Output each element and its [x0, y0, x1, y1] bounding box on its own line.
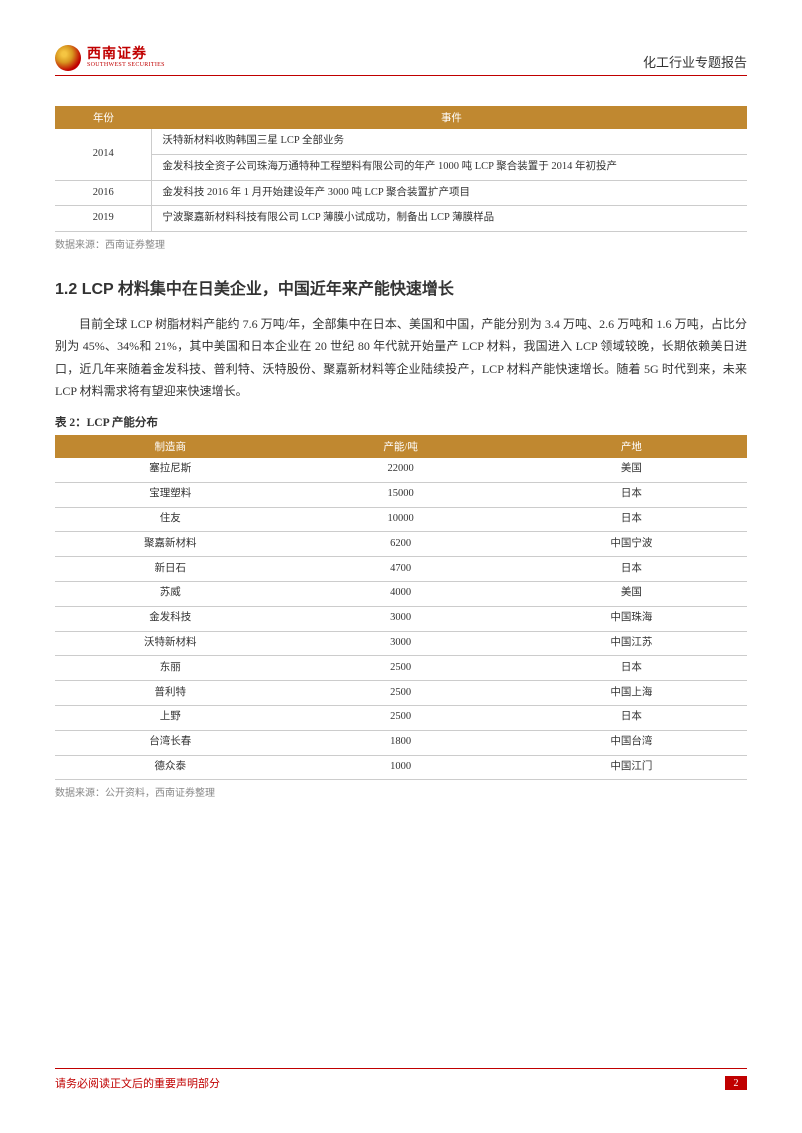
t1-event: 沃特新材料收购韩国三星 LCP 全部业务 — [152, 129, 747, 154]
logo-text-en: SOUTHWEST SECURITIES — [87, 62, 165, 68]
table-row: 2016 金发科技 2016 年 1 月开始建设年产 3000 吨 LCP 聚合… — [55, 180, 747, 206]
table-2-source: 数据来源：公开资料，西南证券整理 — [55, 784, 747, 799]
table-cell: 新日石 — [55, 557, 285, 582]
table-cell: 日本 — [516, 557, 747, 582]
table-cell: 普利特 — [55, 681, 285, 706]
logo-text: 西南证券 SOUTHWEST SECURITIES — [87, 48, 165, 68]
table-cell: 住友 — [55, 507, 285, 532]
logo-text-cn: 西南证券 — [87, 48, 165, 62]
table-cell: 3000 — [285, 631, 515, 656]
table-row: 苏威4000美国 — [55, 581, 747, 606]
footer-disclaimer: 请务必阅读正文后的重要声明部分 — [55, 1075, 220, 1091]
table-cell: 沃特新材料 — [55, 631, 285, 656]
table-cell: 东丽 — [55, 656, 285, 681]
table-cell: 中国江门 — [516, 755, 747, 780]
table-1-wrap: 年份 事件 2014 沃特新材料收购韩国三星 LCP 全部业务 金发科技全资子公… — [55, 106, 747, 232]
logo-block: 西南证券 SOUTHWEST SECURITIES — [55, 45, 165, 71]
table-cell: 中国珠海 — [516, 606, 747, 631]
table-cell: 1000 — [285, 755, 515, 780]
table-cell: 日本 — [516, 507, 747, 532]
section-heading: 1.2 LCP 材料集中在日美企业，中国近年来产能快速增长 — [55, 275, 747, 299]
report-title: 化工行业专题报告 — [643, 52, 747, 71]
table-cell: 1800 — [285, 730, 515, 755]
t1-header-year: 年份 — [55, 106, 152, 129]
table-row: 普利特2500中国上海 — [55, 681, 747, 706]
t2-header-capacity: 产能/吨 — [285, 435, 515, 458]
table-cell: 4700 — [285, 557, 515, 582]
table-cell: 日本 — [516, 482, 747, 507]
table-row: 住友10000日本 — [55, 507, 747, 532]
table-row: 上野2500日本 — [55, 705, 747, 730]
table-2: 制造商 产能/吨 产地 塞拉尼斯22000美国宝理塑料15000日本住友1000… — [55, 435, 747, 780]
table-cell: 塞拉尼斯 — [55, 458, 285, 482]
table-cell: 2500 — [285, 656, 515, 681]
table-cell: 10000 — [285, 507, 515, 532]
table-cell: 台湾长春 — [55, 730, 285, 755]
table-cell: 德众泰 — [55, 755, 285, 780]
table-cell: 金发科技 — [55, 606, 285, 631]
table-cell: 15000 — [285, 482, 515, 507]
table-row: 2019 宁波聚嘉新材料科技有限公司 LCP 薄膜小试成功，制备出 LCP 薄膜… — [55, 206, 747, 232]
table-cell: 美国 — [516, 581, 747, 606]
t1-year: 2014 — [55, 129, 152, 180]
table-row: 2014 沃特新材料收购韩国三星 LCP 全部业务 — [55, 129, 747, 154]
t1-header-event: 事件 — [152, 106, 747, 129]
table-row: 新日石4700日本 — [55, 557, 747, 582]
table-cell: 宝理塑料 — [55, 482, 285, 507]
table-cell: 4000 — [285, 581, 515, 606]
t1-event: 宁波聚嘉新材料科技有限公司 LCP 薄膜小试成功，制备出 LCP 薄膜样品 — [152, 206, 747, 232]
page-header: 西南证券 SOUTHWEST SECURITIES 化工行业专题报告 — [55, 45, 747, 76]
table-cell: 中国宁波 — [516, 532, 747, 557]
table-cell: 6200 — [285, 532, 515, 557]
table-1: 年份 事件 2014 沃特新材料收购韩国三星 LCP 全部业务 金发科技全资子公… — [55, 106, 747, 232]
table-cell: 中国台湾 — [516, 730, 747, 755]
table-cell: 苏威 — [55, 581, 285, 606]
table-row: 塞拉尼斯22000美国 — [55, 458, 747, 482]
t2-header-maker: 制造商 — [55, 435, 285, 458]
table-cell: 美国 — [516, 458, 747, 482]
table-cell: 日本 — [516, 705, 747, 730]
table-cell: 聚嘉新材料 — [55, 532, 285, 557]
table-row: 金发科技3000中国珠海 — [55, 606, 747, 631]
table-cell: 中国上海 — [516, 681, 747, 706]
table-row: 德众泰1000中国江门 — [55, 755, 747, 780]
table-cell: 日本 — [516, 656, 747, 681]
table-row: 东丽2500日本 — [55, 656, 747, 681]
page-footer: 请务必阅读正文后的重要声明部分 2 — [55, 1068, 747, 1091]
t1-year: 2016 — [55, 180, 152, 206]
page-number: 2 — [725, 1076, 747, 1090]
section-paragraph: 目前全球 LCP 树脂材料产能约 7.6 万吨/年，全部集中在日本、美国和中国，… — [55, 313, 747, 402]
table-cell: 2500 — [285, 705, 515, 730]
table-row: 聚嘉新材料6200中国宁波 — [55, 532, 747, 557]
table-cell: 22000 — [285, 458, 515, 482]
t1-event: 金发科技 2016 年 1 月开始建设年产 3000 吨 LCP 聚合装置扩产项… — [152, 180, 747, 206]
logo-icon — [55, 45, 81, 71]
table-row: 金发科技全资子公司珠海万通特种工程塑料有限公司的年产 1000 吨 LCP 聚合… — [55, 154, 747, 180]
table-row: 沃特新材料3000中国江苏 — [55, 631, 747, 656]
table-1-source: 数据来源：西南证券整理 — [55, 236, 747, 251]
t1-event: 金发科技全资子公司珠海万通特种工程塑料有限公司的年产 1000 吨 LCP 聚合… — [152, 154, 747, 180]
table-2-title: 表 2：LCP 产能分布 — [55, 414, 747, 430]
table-row: 台湾长春1800中国台湾 — [55, 730, 747, 755]
table-cell: 中国江苏 — [516, 631, 747, 656]
table-cell: 3000 — [285, 606, 515, 631]
table-2-wrap: 制造商 产能/吨 产地 塞拉尼斯22000美国宝理塑料15000日本住友1000… — [55, 435, 747, 780]
table-cell: 2500 — [285, 681, 515, 706]
table-row: 宝理塑料15000日本 — [55, 482, 747, 507]
table-cell: 上野 — [55, 705, 285, 730]
t2-header-origin: 产地 — [516, 435, 747, 458]
t1-year: 2019 — [55, 206, 152, 232]
